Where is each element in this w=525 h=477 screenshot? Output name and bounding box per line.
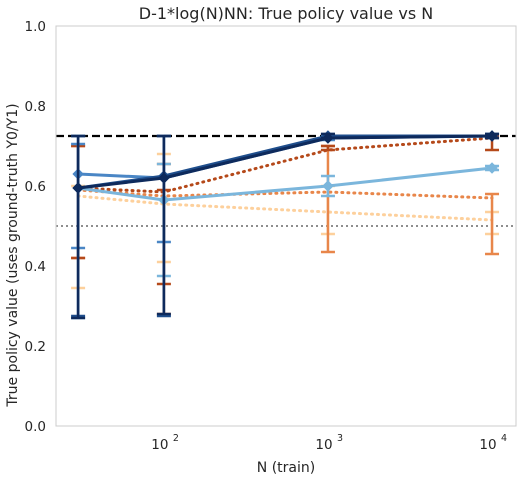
series-4-point-3 <box>322 180 334 192</box>
x-tick-exponent-2: 3 <box>337 433 343 444</box>
y-tick-label-3: 0.4 <box>25 259 46 275</box>
series-7-point-3 <box>322 132 334 144</box>
series-7 <box>71 130 500 320</box>
series-7-line <box>76 134 494 190</box>
y-tick-label-4: 0.6 <box>25 179 46 195</box>
series-4-point-4 <box>486 162 498 174</box>
series-4-line <box>76 166 494 202</box>
y-tick-label-6: 1.0 <box>25 19 46 35</box>
x-tick-exponent-3: 4 <box>501 433 507 444</box>
y-axis-label: True policy value (uses ground-truth Y0/… <box>5 103 21 407</box>
series-3-line <box>76 136 494 194</box>
y-tick-label-5: 0.8 <box>25 99 46 115</box>
x-tick-label-2: 10 <box>315 437 332 453</box>
y-tick-label-2: 0.2 <box>25 339 46 355</box>
x-axis-label: N (train) <box>257 460 315 476</box>
y-tick-label-1: 0.0 <box>25 419 46 435</box>
series-7-point-1 <box>72 182 84 194</box>
series-7-point-4 <box>486 130 498 142</box>
x-tick-label-1: 10 <box>151 437 168 453</box>
x-tick-exponent-1: 2 <box>173 433 179 444</box>
series-7-point-2 <box>158 172 170 184</box>
plot-frame <box>55 25 517 427</box>
x-tick-label-3: 10 <box>479 437 496 453</box>
chart-title: D-1*log(N)NN: True policy value vs N <box>139 4 433 23</box>
axes: 0.0 0.2 0.4 0.6 0.8 1.0 10 2 10 3 10 4 <box>25 19 508 453</box>
plot-area <box>56 130 516 320</box>
series-1-line <box>76 194 494 222</box>
